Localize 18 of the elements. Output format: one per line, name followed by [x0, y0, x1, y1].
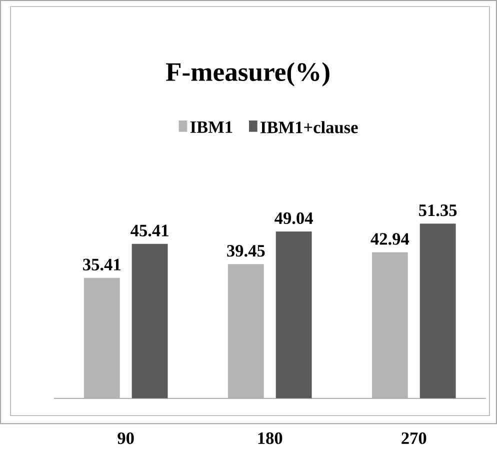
bar	[228, 264, 264, 399]
data-label: 42.94	[370, 233, 410, 246]
bar	[372, 252, 408, 399]
x-tick-label: 270	[402, 432, 426, 444]
data-label: 45.41	[130, 225, 168, 237]
x-tick-label: 90	[118, 432, 134, 444]
x-tick-label: 180	[258, 432, 282, 444]
bar	[420, 224, 456, 399]
chart-title: F-measure(%)	[166, 62, 330, 87]
legend-label: IBM1	[190, 122, 232, 134]
legend-label: IBM1+clause	[260, 121, 358, 134]
bar	[276, 232, 312, 399]
data-label: 39.45	[227, 245, 265, 257]
data-label: 49.04	[274, 212, 313, 224]
data-label: 51.35	[419, 204, 457, 216]
bar	[84, 278, 120, 399]
bar	[132, 244, 168, 399]
data-label: 35.41	[83, 259, 120, 271]
